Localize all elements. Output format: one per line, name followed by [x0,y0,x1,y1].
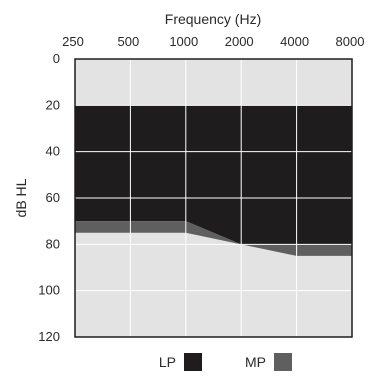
legend-label-mp: MP [245,354,266,370]
legend-swatch-lp [184,353,202,371]
y-tick-label-40: 40 [46,144,60,159]
y-axis-title: dB HL [13,178,29,217]
tick-labels: 250 500 1000 2000 4000 8000 0 20 40 60 80 100 120 [38,34,364,344]
y-tick-label-20: 20 [46,97,60,112]
y-tick-label-0: 0 [53,51,60,66]
series-band-mp [75,221,352,256]
series-band-lp [75,105,352,245]
x-tick-label-8000: 8000 [336,34,365,49]
y-tick-label-100: 100 [38,283,60,298]
plot-frame [74,58,353,338]
x-tick-label-4000: 4000 [280,34,309,49]
x-axis-title: Frequency (Hz) [165,11,261,27]
legend: LP MP [159,353,292,371]
legend-label-lp: LP [159,354,176,370]
y-tick-label-80: 80 [46,236,60,251]
y-tick-label-60: 60 [46,190,60,205]
x-tick-label-250: 250 [62,34,84,49]
x-tick-label-1000: 1000 [169,34,198,49]
x-tick-label-500: 500 [118,34,140,49]
x-tick-label-2000: 2000 [225,34,254,49]
plot-area [74,58,353,338]
legend-swatch-mp [274,353,292,371]
y-tick-label-120: 120 [38,329,60,344]
